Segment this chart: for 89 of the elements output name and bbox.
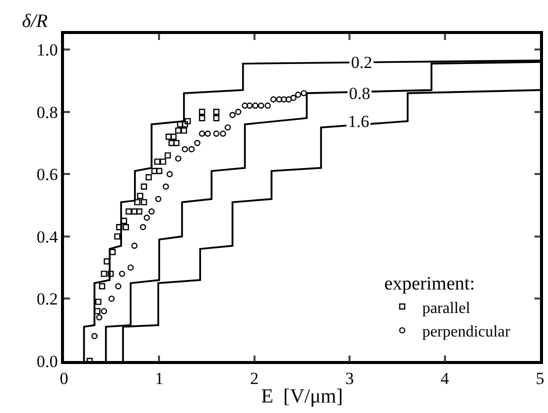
point <box>115 283 122 290</box>
y-tick-label: 0.4 <box>36 227 58 246</box>
point <box>182 146 188 152</box>
point <box>118 270 126 277</box>
point <box>95 298 102 305</box>
point <box>166 134 172 140</box>
point <box>295 92 302 98</box>
point <box>126 208 132 215</box>
y-axis-title: δ/R <box>22 11 48 32</box>
point <box>213 114 220 122</box>
point <box>198 108 206 115</box>
point <box>140 224 146 230</box>
point <box>246 102 253 109</box>
point <box>258 102 264 109</box>
point <box>224 124 231 131</box>
point <box>160 158 166 165</box>
point <box>180 127 188 134</box>
legend-label: parallel <box>422 300 471 317</box>
point <box>140 199 148 206</box>
point <box>184 118 191 124</box>
point <box>264 102 271 109</box>
x-tick-label: 4 <box>440 369 450 388</box>
point <box>140 184 148 190</box>
point <box>100 308 108 314</box>
point <box>155 196 162 202</box>
point <box>276 96 282 102</box>
point <box>116 224 122 230</box>
point <box>151 168 158 174</box>
point <box>290 94 297 101</box>
point <box>162 184 169 190</box>
point <box>229 112 236 118</box>
y-tick-label: 0.6 <box>36 165 58 184</box>
point <box>136 208 142 215</box>
y-tick-label: 0.2 <box>36 290 58 309</box>
point <box>122 224 129 230</box>
point <box>198 130 206 137</box>
point <box>108 270 114 277</box>
point <box>100 270 108 277</box>
x-tick-label: 5 <box>536 369 544 388</box>
point <box>154 158 160 165</box>
point <box>194 140 200 146</box>
point <box>164 152 171 159</box>
point <box>96 314 102 320</box>
point <box>213 130 220 137</box>
point <box>242 102 248 109</box>
point <box>188 146 195 152</box>
legend-label: perpendicular <box>422 324 511 341</box>
point <box>175 155 182 162</box>
annotation: 0.2 <box>351 53 372 72</box>
point <box>235 108 242 115</box>
point <box>168 140 175 146</box>
point <box>198 114 206 122</box>
point <box>134 199 140 206</box>
point <box>213 108 220 115</box>
point <box>131 208 138 215</box>
x-axis-title: E [V/μm] <box>261 386 343 408</box>
point <box>252 102 258 109</box>
point <box>280 96 288 102</box>
x-tick-label: 0 <box>60 369 68 388</box>
point <box>300 90 307 96</box>
point <box>148 208 155 215</box>
y-tick-label: 0.8 <box>36 102 58 122</box>
point <box>182 121 188 128</box>
point <box>108 296 115 302</box>
annotation: 0.8 <box>349 84 370 103</box>
point <box>91 332 98 340</box>
point <box>204 130 211 137</box>
point <box>144 214 150 221</box>
point <box>114 233 120 240</box>
point <box>220 130 226 137</box>
point <box>175 127 182 134</box>
point <box>128 264 134 271</box>
point <box>131 242 138 249</box>
point <box>166 171 173 178</box>
point <box>286 96 292 102</box>
point <box>173 140 180 146</box>
y-tick-label: 0.0 <box>36 352 58 371</box>
point <box>146 174 152 180</box>
x-tick-label: 3 <box>345 369 354 388</box>
legend-title: experiment: <box>384 274 475 295</box>
point <box>156 168 162 174</box>
point <box>98 283 106 290</box>
point <box>170 134 177 140</box>
x-tick-label: 1 <box>154 369 164 388</box>
y-tick-label: 1.0 <box>36 40 58 60</box>
annotation: 1.6 <box>348 112 370 131</box>
point <box>270 96 277 102</box>
point <box>137 192 144 200</box>
x-tick-label: 2 <box>250 369 259 388</box>
